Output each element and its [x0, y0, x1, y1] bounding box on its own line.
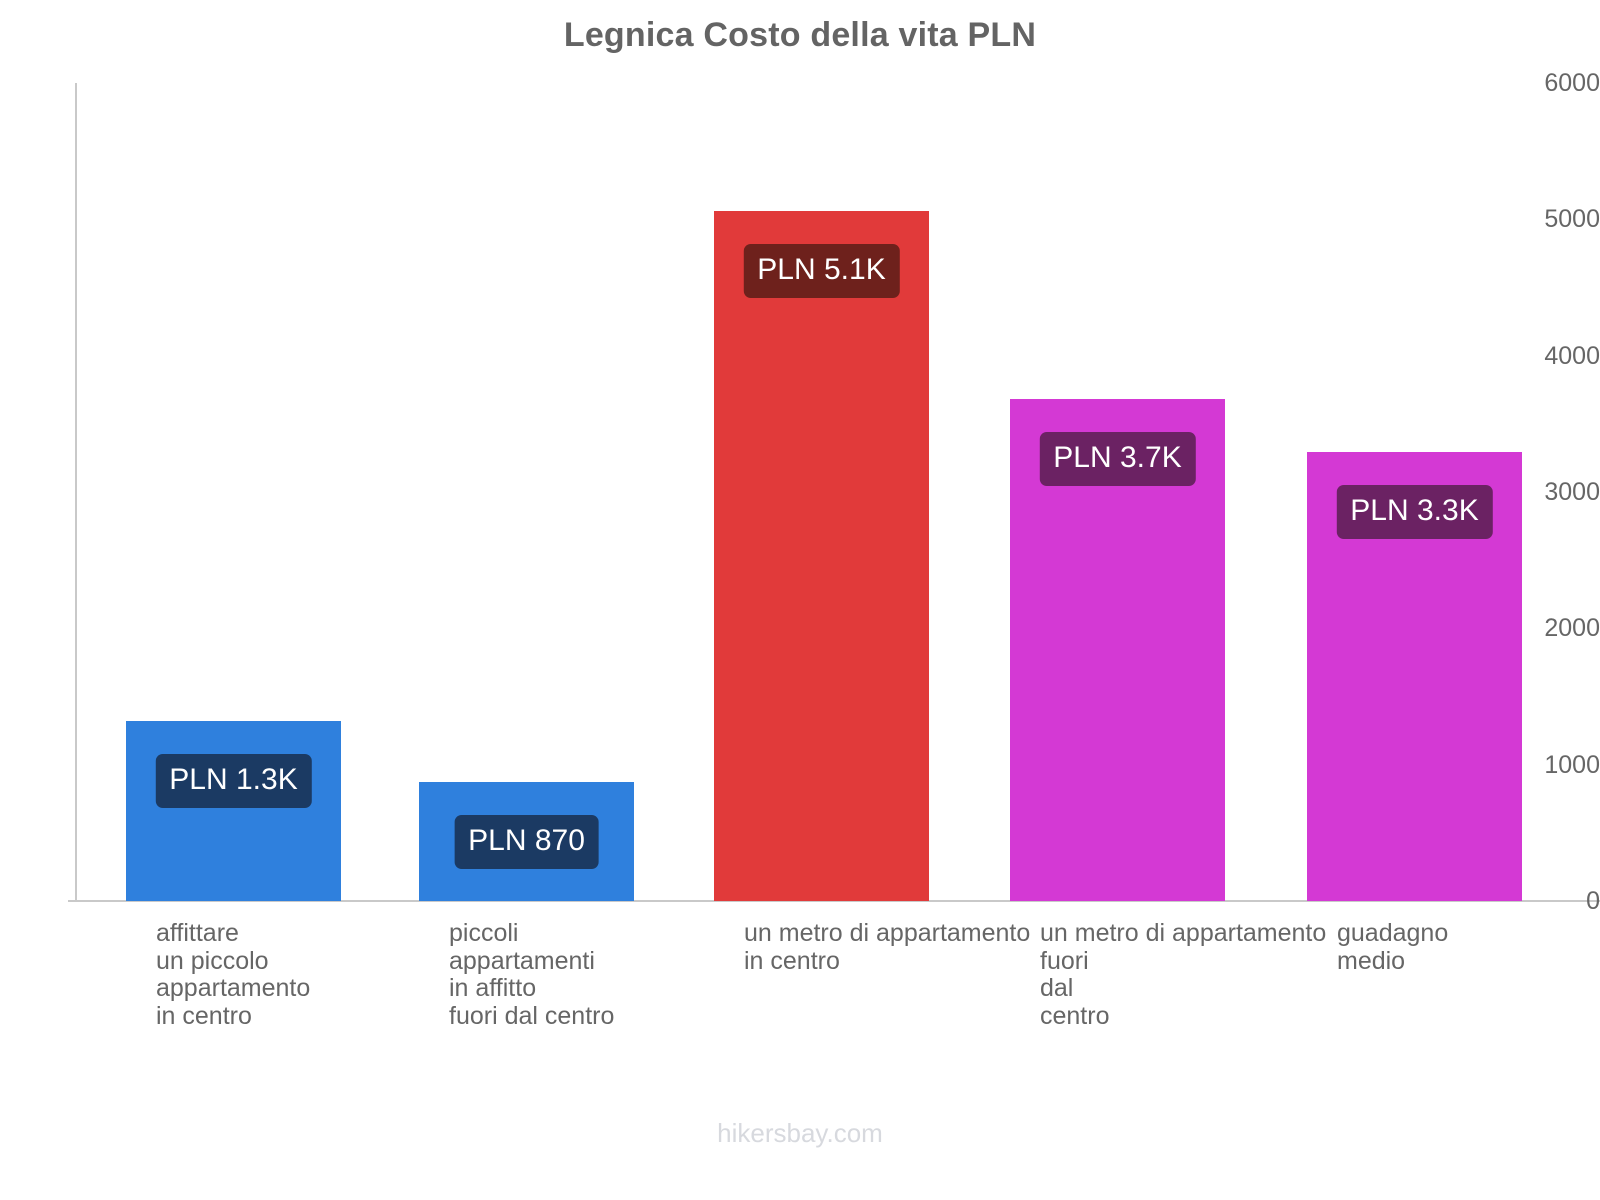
y-tick-label: 0 — [1586, 887, 1600, 915]
y-tick-label: 1000 — [1544, 750, 1600, 779]
value-label-badge: PLN 3.3K — [1336, 485, 1493, 540]
bar[interactable] — [126, 721, 341, 901]
y-tick-label: 3000 — [1544, 478, 1600, 506]
chart-title: Legnica Costo della vita PLN — [563, 16, 1037, 54]
value-label-badge: PLN 870 — [454, 815, 599, 870]
category-label: guadagno medio — [1337, 919, 1449, 975]
value-label-badge: PLN 1.3K — [155, 754, 312, 809]
y-tick-label: 4000 — [1544, 341, 1600, 370]
watermark: hikersbay.com — [717, 1118, 883, 1148]
value-label-badge: PLN 5.1K — [743, 244, 900, 299]
x-axis-line — [68, 900, 1600, 902]
category-label: piccoli appartamenti in affitto fuori da… — [449, 919, 615, 1030]
y-axis-line — [75, 83, 77, 901]
y-tick-label: 6000 — [1544, 69, 1600, 97]
y-tick-mark — [68, 900, 76, 902]
category-label: affittare un piccolo appartamento in cen… — [156, 919, 311, 1030]
category-label: un metro di appartamento in centro — [744, 919, 1031, 975]
value-label-badge: PLN 3.7K — [1039, 432, 1196, 487]
y-tick-label: 5000 — [1544, 205, 1600, 234]
category-label: un metro di appartamento fuori dal centr… — [1040, 919, 1327, 1030]
bar[interactable] — [714, 211, 929, 901]
y-tick-label: 2000 — [1544, 614, 1600, 643]
